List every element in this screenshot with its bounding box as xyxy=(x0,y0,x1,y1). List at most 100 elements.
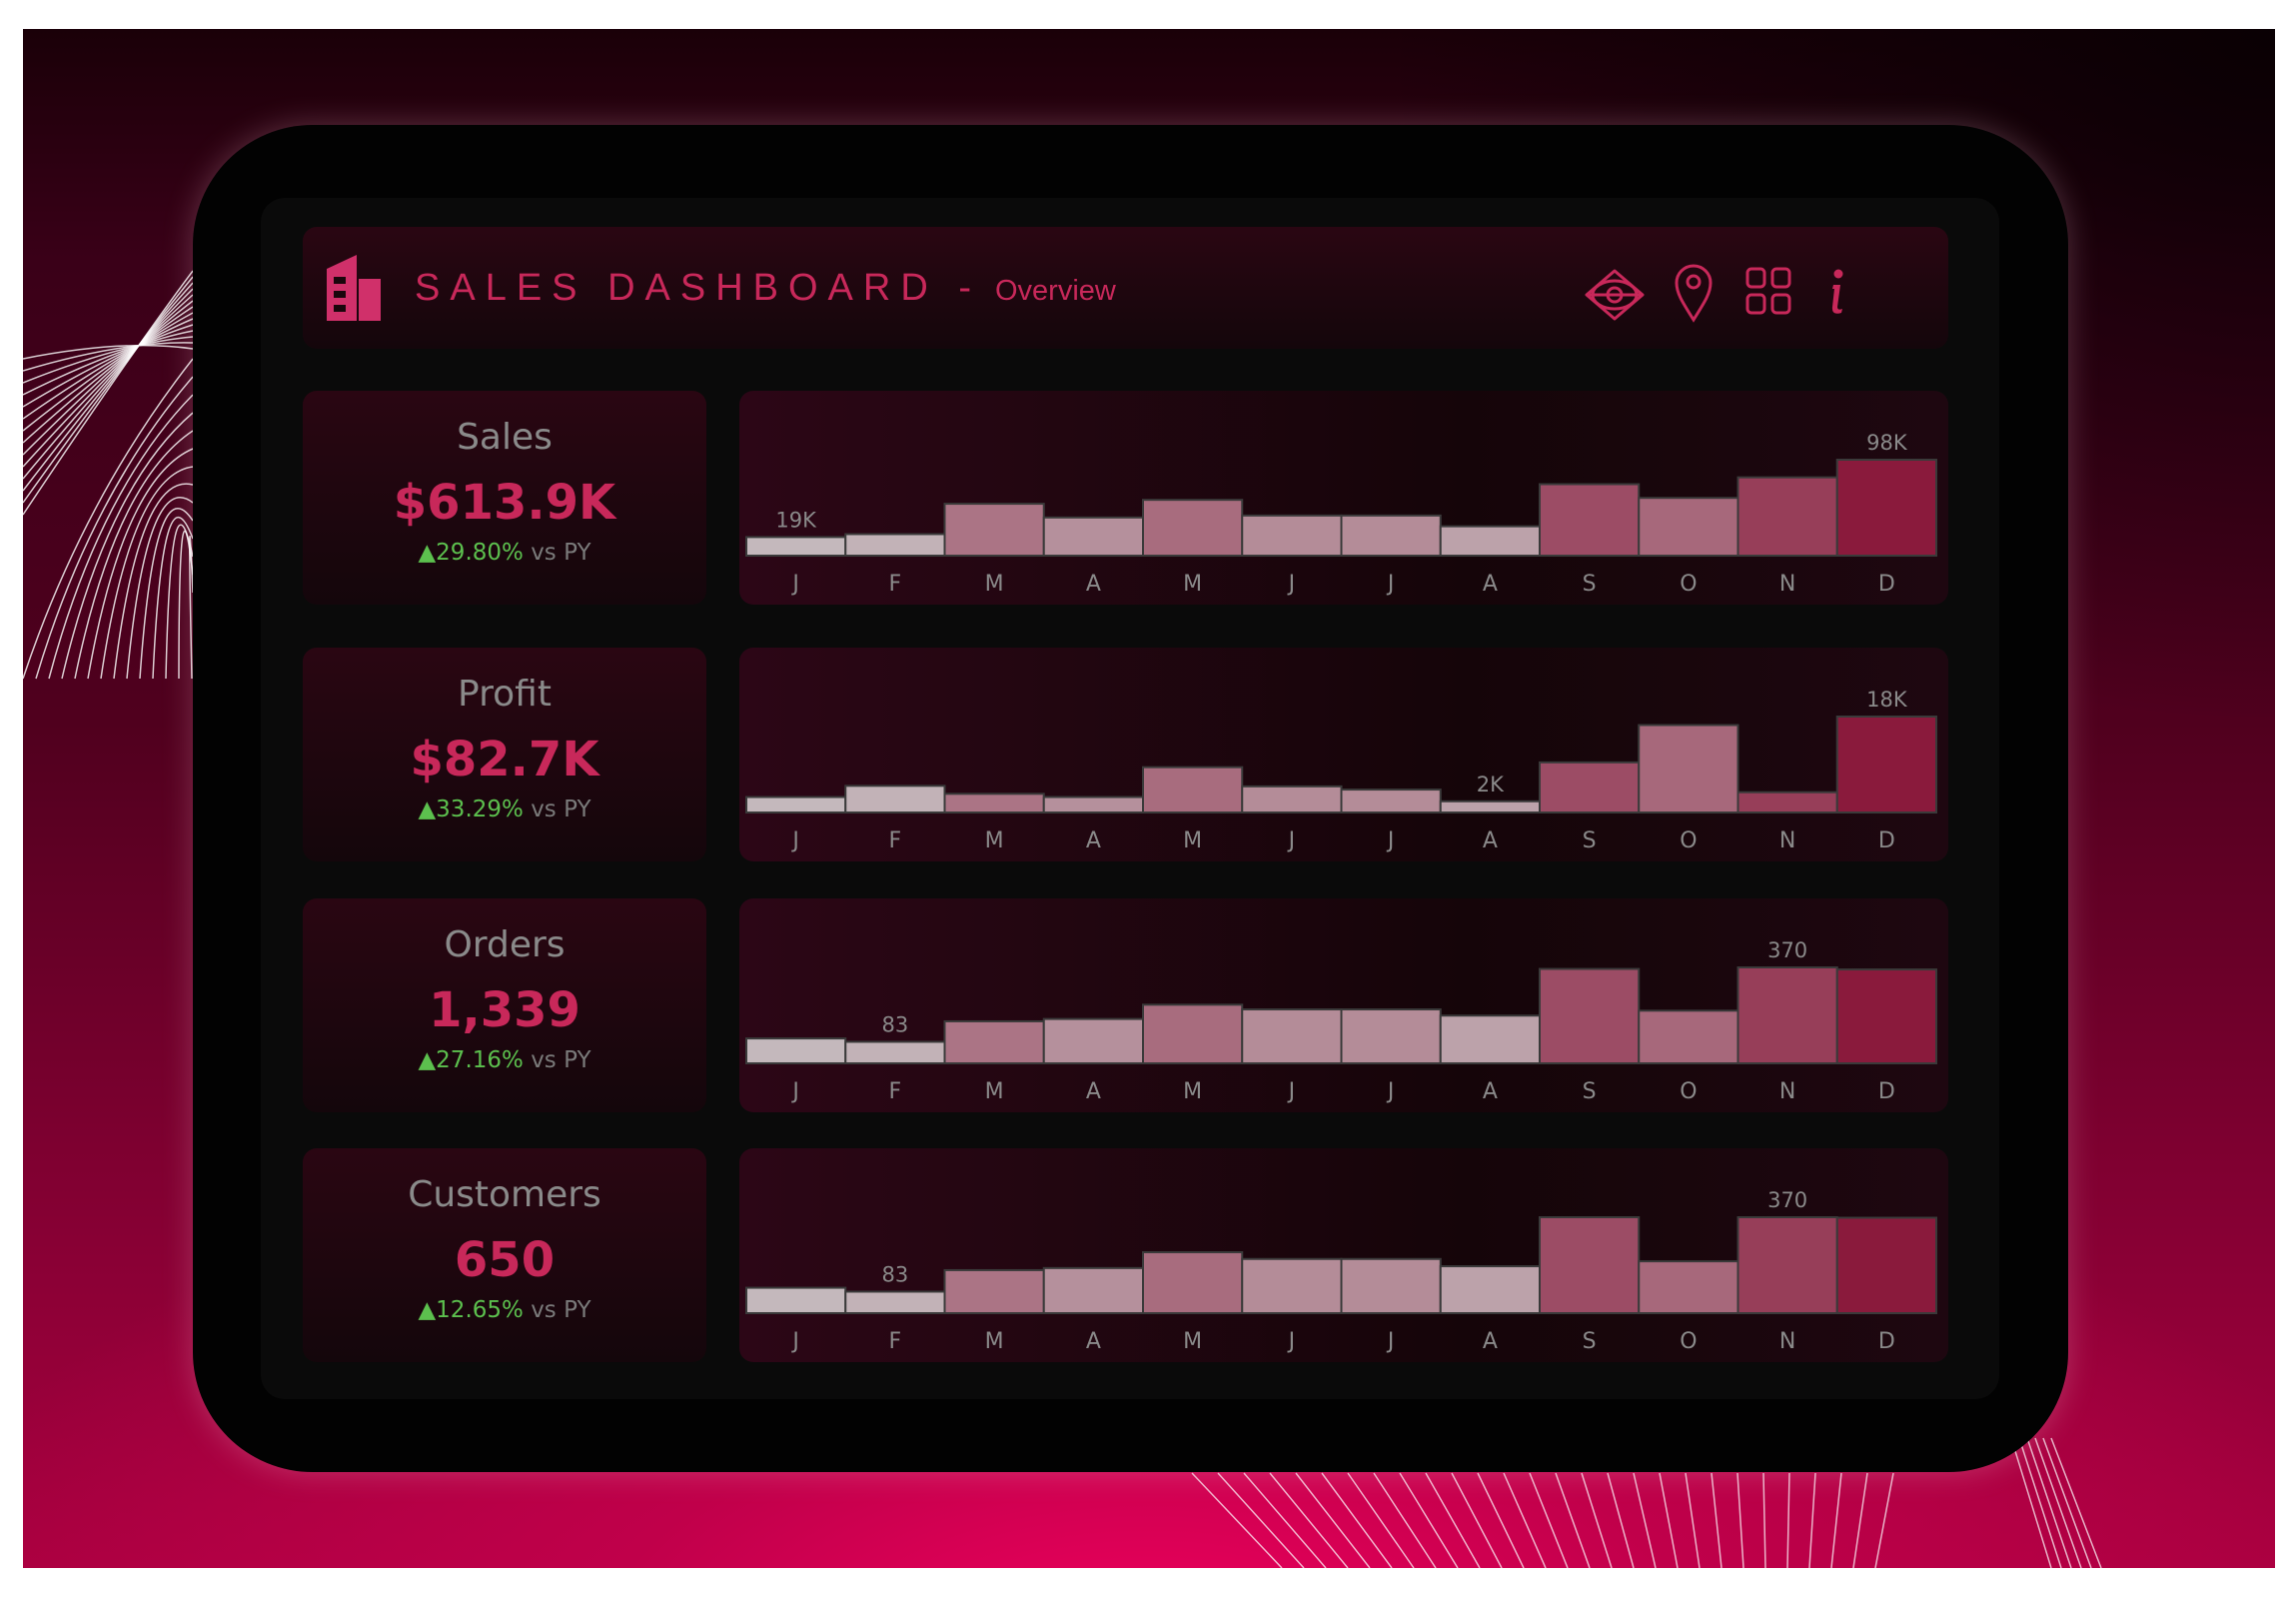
bar-chart: J F 83 M A M J J A S O N 370 D xyxy=(745,938,1937,1104)
kpi-value: $82.7K xyxy=(410,732,599,788)
bar-O[interactable] xyxy=(1638,724,1739,813)
data-label: 19K xyxy=(775,508,817,532)
x-tick-label: J xyxy=(1287,828,1296,853)
bar-M[interactable] xyxy=(943,1019,1045,1064)
x-tick-label: F xyxy=(889,572,902,597)
bar-A[interactable] xyxy=(1042,516,1144,558)
x-tick-label: A xyxy=(1483,572,1498,597)
page-title: SALES DASHBOARD - xyxy=(415,267,981,309)
bar-A[interactable] xyxy=(1042,796,1144,814)
bar-J[interactable] xyxy=(1340,789,1442,813)
bar-A[interactable] xyxy=(1042,1017,1144,1064)
bar-F[interactable] xyxy=(844,785,946,813)
bar-N[interactable] xyxy=(1736,476,1838,557)
kpi-change-percent: 33.29% xyxy=(436,797,524,822)
bar-N[interactable] xyxy=(1736,1216,1838,1314)
x-tick-label: O xyxy=(1680,1329,1697,1354)
bar-J[interactable] xyxy=(1340,1008,1442,1064)
bar-D[interactable] xyxy=(1835,1216,1937,1314)
x-tick-label: F xyxy=(889,1329,902,1354)
kpi-vs-label: vs PY xyxy=(531,1047,591,1073)
x-tick-label: S xyxy=(1583,1079,1597,1104)
bar-A[interactable] xyxy=(1042,1266,1144,1315)
bar-S[interactable] xyxy=(1539,967,1641,1064)
bar-J[interactable] xyxy=(1340,514,1442,557)
bar-M[interactable] xyxy=(1142,499,1244,558)
x-tick-label: A xyxy=(1086,828,1101,853)
bar-S[interactable] xyxy=(1539,1216,1641,1314)
bar-M[interactable] xyxy=(1142,766,1244,813)
bar-N[interactable] xyxy=(1736,966,1838,1064)
bar-J[interactable] xyxy=(745,796,847,814)
kpi-title: Orders xyxy=(444,924,566,965)
x-tick-label: J xyxy=(1386,1329,1395,1354)
bar-J[interactable] xyxy=(745,536,847,558)
kpi-value: 650 xyxy=(454,1232,556,1288)
x-tick-label: J xyxy=(1287,572,1296,597)
bar-chart: J F 83 M A M J J A S O N 370 D xyxy=(745,1188,1937,1354)
bar-O[interactable] xyxy=(1638,1260,1739,1314)
bar-S[interactable] xyxy=(1539,483,1641,557)
x-tick-label: N xyxy=(1779,1079,1795,1104)
data-label: 370 xyxy=(1767,938,1807,962)
x-tick-label: N xyxy=(1779,572,1795,597)
bar-M[interactable] xyxy=(943,503,1045,557)
bar-M[interactable] xyxy=(1142,1003,1244,1064)
x-tick-label: J xyxy=(790,828,799,853)
x-tick-label: J xyxy=(790,1079,799,1104)
x-tick-label: D xyxy=(1878,572,1895,597)
bar-J[interactable] xyxy=(1241,785,1343,814)
info-icon[interactable] xyxy=(1827,269,1847,315)
bar-J[interactable] xyxy=(745,1037,847,1064)
kpi-value: $613.9K xyxy=(393,475,616,531)
bar-F[interactable] xyxy=(844,1290,946,1314)
eye-icon[interactable] xyxy=(1584,267,1646,323)
bar-J[interactable] xyxy=(1241,514,1343,557)
building-icon xyxy=(327,255,381,321)
x-tick-label: A xyxy=(1086,572,1101,597)
x-tick-label: M xyxy=(985,572,1004,597)
bar-J[interactable] xyxy=(1340,1257,1442,1314)
x-tick-label: A xyxy=(1483,1329,1498,1354)
kpi-change: ▲33.29% vs PY xyxy=(303,797,706,822)
x-tick-label: O xyxy=(1680,1079,1697,1104)
x-tick-label: J xyxy=(1386,1079,1395,1104)
bar-J[interactable] xyxy=(1241,1257,1343,1314)
x-tick-label: A xyxy=(1483,1079,1498,1104)
bar-F[interactable] xyxy=(844,1040,946,1064)
x-tick-label: M xyxy=(1183,828,1202,853)
x-tick-label: O xyxy=(1680,572,1697,597)
bar-D[interactable] xyxy=(1835,459,1937,557)
x-tick-label: M xyxy=(1183,572,1202,597)
bar-J[interactable] xyxy=(745,1286,847,1314)
bar-A[interactable] xyxy=(1439,1265,1541,1314)
chart-customers: J F 83 M A M J J A S O N 370 D xyxy=(739,1148,1948,1362)
grid-icon[interactable] xyxy=(1745,267,1791,315)
x-tick-label: F xyxy=(889,1079,902,1104)
bar-chart: J 19K F M A M J J A S O N D 98K xyxy=(745,431,1937,597)
kpi-value: 1,339 xyxy=(429,982,580,1038)
data-label: 18K xyxy=(1866,688,1908,712)
bar-A[interactable] xyxy=(1439,525,1541,557)
bar-N[interactable] xyxy=(1736,791,1838,814)
bar-D[interactable] xyxy=(1835,968,1937,1064)
wireframe-decoration xyxy=(23,270,2102,1568)
kpi-card-orders: Orders 1,339 ▲27.16% vs PY xyxy=(303,898,706,1112)
page-subtitle: Overview xyxy=(995,275,1116,307)
x-tick-label: S xyxy=(1583,828,1597,853)
x-tick-label: J xyxy=(1386,828,1395,853)
bar-A[interactable] xyxy=(1439,799,1541,814)
bar-F[interactable] xyxy=(844,533,946,557)
x-tick-label: M xyxy=(1183,1079,1202,1104)
map-pin-icon[interactable] xyxy=(1674,263,1714,323)
bar-S[interactable] xyxy=(1539,761,1641,814)
bar-A[interactable] xyxy=(1439,1014,1541,1064)
bar-O[interactable] xyxy=(1638,497,1739,557)
bar-M[interactable] xyxy=(943,793,1045,813)
kpi-card-sales: Sales $613.9K ▲29.80% vs PY xyxy=(303,391,706,605)
bar-D[interactable] xyxy=(1835,716,1937,813)
bar-O[interactable] xyxy=(1638,1009,1739,1064)
bar-M[interactable] xyxy=(1142,1251,1244,1314)
bar-J[interactable] xyxy=(1241,1008,1343,1064)
bar-M[interactable] xyxy=(943,1268,1045,1315)
